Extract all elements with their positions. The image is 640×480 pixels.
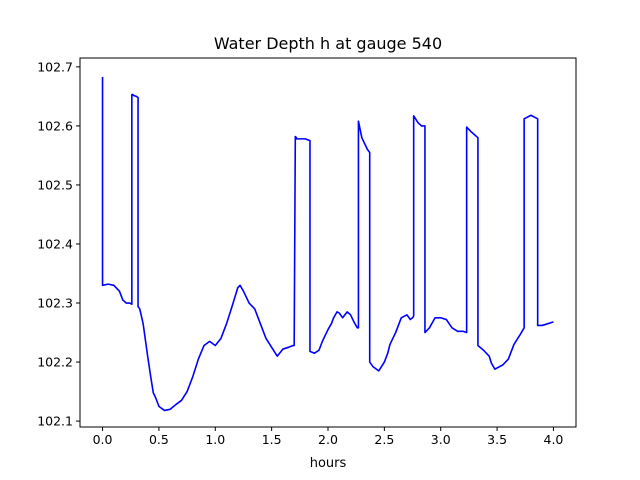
y-tick-label: 102.1	[37, 414, 73, 429]
y-tick-label: 102.7	[37, 59, 73, 74]
y-tick-label: 102.4	[37, 236, 73, 251]
x-tick-label: 0.0	[93, 432, 113, 447]
x-tick-label: 3.5	[487, 432, 507, 447]
y-tick-label: 102.3	[37, 296, 73, 311]
x-tick-label: 2.0	[318, 432, 338, 447]
chart-title: Water Depth h at gauge 540	[214, 34, 442, 53]
x-axis-label: hours	[310, 456, 347, 471]
x-tick-label: 1.0	[205, 432, 225, 447]
x-tick-label: 3.0	[431, 432, 451, 447]
y-tick-label: 102.5	[37, 177, 73, 192]
y-tick-label: 102.6	[37, 118, 73, 133]
x-tick-label: 2.5	[374, 432, 394, 447]
y-axis: 102.1 102.2 102.3 102.4 102.5 102.6 102.7	[37, 59, 80, 429]
series-line-0	[101, 76, 554, 412]
y-tick-label: 102.2	[37, 355, 73, 370]
plot-layer	[101, 76, 554, 412]
x-tick-label: 1.5	[262, 432, 282, 447]
x-axis: 0.0 0.5 1.0 1.5 2.0 2.5 3.0 3.5 4.0	[93, 427, 564, 447]
x-tick-label: 4.0	[544, 432, 564, 447]
x-tick-label: 0.5	[149, 432, 169, 447]
